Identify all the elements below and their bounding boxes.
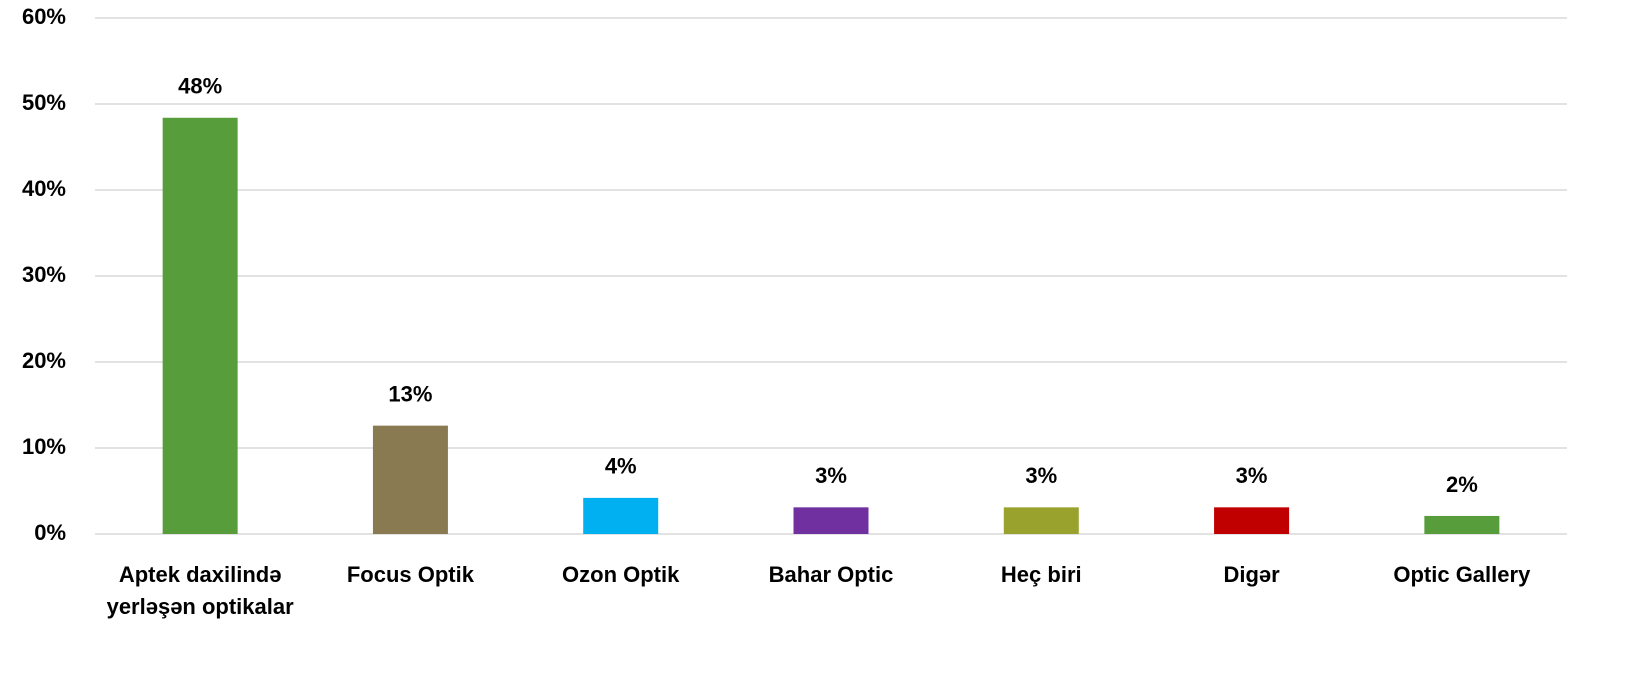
- data-label: 3%: [815, 463, 847, 488]
- x-tick-label: Heç biri: [1000, 562, 1082, 587]
- y-tick-label: 50%: [22, 90, 66, 115]
- bar: [583, 497, 659, 534]
- data-label: 3%: [1236, 463, 1268, 488]
- y-tick-label: 0%: [34, 520, 66, 545]
- bar: [1214, 507, 1290, 534]
- x-tick-label: Digər: [1223, 562, 1280, 587]
- x-tick-label: Optic Gallery: [1393, 562, 1531, 587]
- data-label: 3%: [1025, 463, 1057, 488]
- bar: [1424, 515, 1500, 534]
- y-tick-label: 40%: [22, 176, 66, 201]
- bar: [162, 117, 238, 534]
- x-tick-label: Ozon Optik: [562, 562, 680, 587]
- x-tick-label: Focus Optik: [346, 562, 474, 587]
- y-tick-label: 60%: [22, 4, 66, 29]
- y-tick-label: 10%: [22, 434, 66, 459]
- data-label: 13%: [388, 381, 432, 406]
- bar: [793, 507, 869, 534]
- y-tick-label: 20%: [22, 348, 66, 373]
- bar: [1003, 507, 1079, 534]
- data-label: 4%: [605, 454, 637, 479]
- data-label: 2%: [1446, 472, 1478, 497]
- bar: [372, 425, 448, 534]
- data-label: 48%: [178, 74, 222, 99]
- y-tick-label: 30%: [22, 262, 66, 287]
- x-tick-label: Aptek daxilində yerləşən optikalar: [106, 562, 294, 619]
- x-tick-label: Bahar Optic: [768, 562, 894, 587]
